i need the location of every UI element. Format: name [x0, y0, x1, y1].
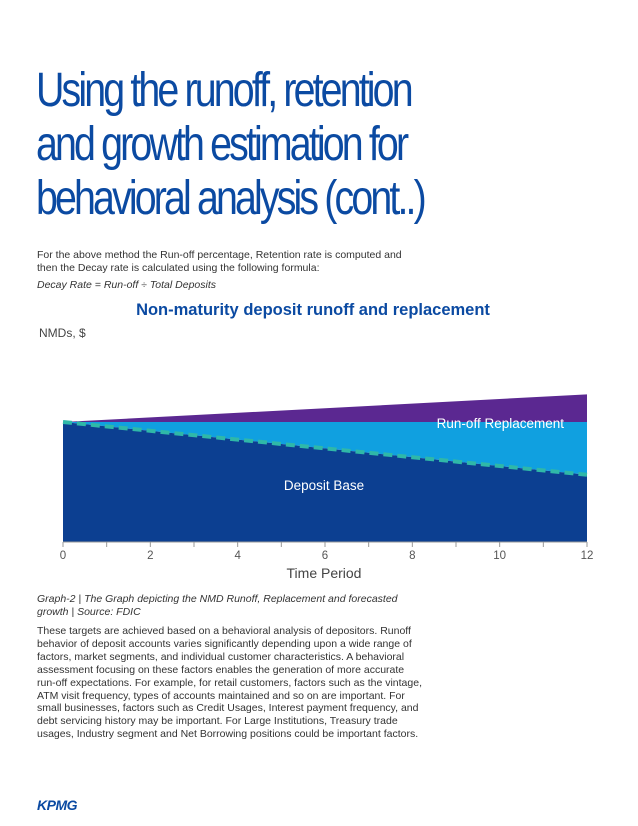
x-tick-label: 12	[581, 550, 594, 562]
runoff-chart: Non-maturity deposit runoff and replacem…	[39, 301, 594, 581]
y-axis-label: NMDs, $	[39, 326, 86, 340]
x-axis-label: Time Period	[287, 565, 362, 581]
x-tick-label: 10	[493, 550, 506, 562]
intro-paragraph: For the above method the Run-off percent…	[37, 249, 402, 274]
x-axis-ticks: 0 2 4 6 8 10 12	[60, 542, 594, 562]
kpmg-logo: KPMG	[37, 797, 78, 813]
title-line: and growth estimation for	[36, 118, 409, 171]
series-label-runoff-replacement: Run-off Replacement	[437, 416, 565, 431]
deposit-base-area	[63, 422, 587, 542]
x-tick-label: 2	[147, 550, 153, 562]
x-tick-label: 8	[409, 550, 415, 562]
runoff-dashed-line	[62, 420, 588, 477]
chart-title: Non-maturity deposit runoff and replacem…	[136, 301, 490, 319]
series-label-forecasted-growth: Forecasted Growth	[451, 378, 566, 393]
title-line: Using the runoff, retention	[36, 64, 414, 117]
x-tick-label: 0	[60, 550, 66, 562]
x-tick-label: 6	[322, 550, 328, 562]
body-paragraph: These targets are achieved based on a be…	[37, 625, 422, 741]
decay-rate-formula: Decay Rate = Run-off ÷ Total Deposits	[37, 279, 217, 291]
series-label-deposit-base: Deposit Base	[284, 478, 364, 493]
forecasted-growth-area	[63, 394, 587, 422]
chart-caption: Graph-2 | The Graph depicting the NMD Ru…	[37, 593, 398, 618]
title-line: behavioral analysis (cont..)	[36, 172, 427, 225]
page-title: Using the runoff, retention and growth e…	[36, 64, 427, 226]
x-tick-label: 4	[234, 550, 241, 562]
